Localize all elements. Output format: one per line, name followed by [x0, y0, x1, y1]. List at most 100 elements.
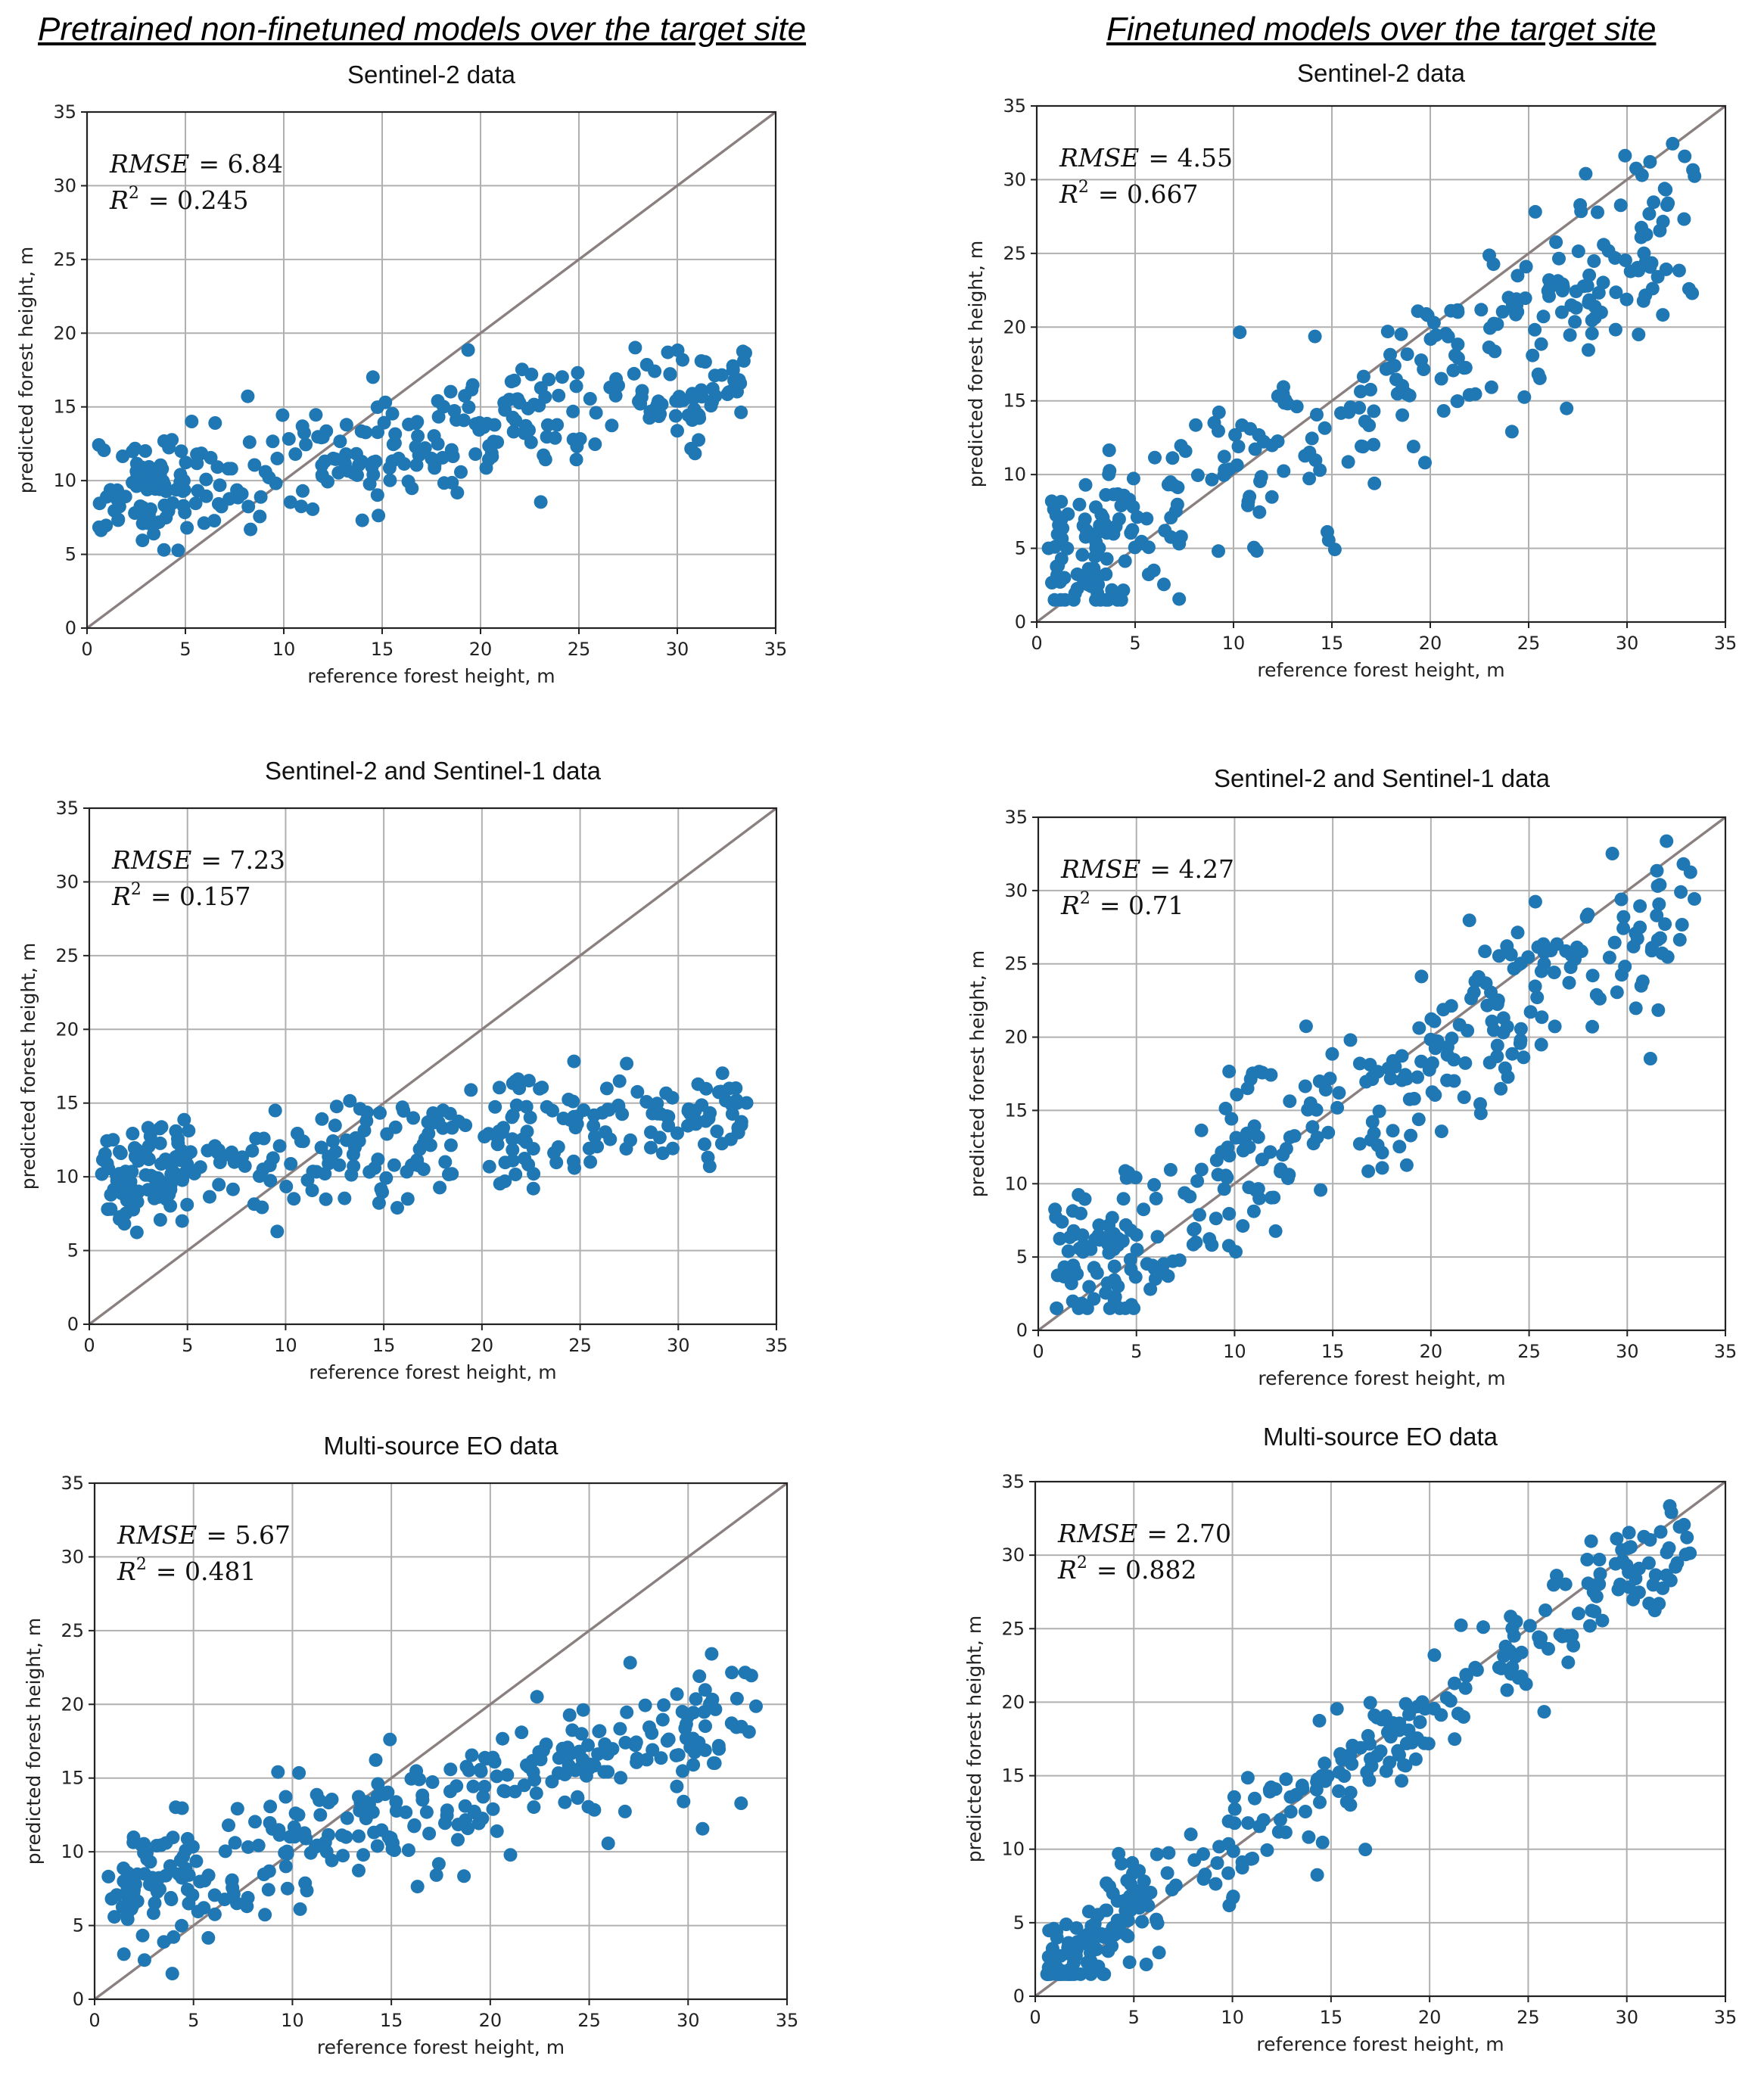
data-point [1448, 348, 1462, 362]
data-point [613, 1722, 627, 1736]
data-point [1552, 251, 1566, 266]
data-point [739, 346, 752, 360]
data-point [180, 1198, 194, 1212]
data-point [230, 1802, 244, 1816]
data-point [1330, 1702, 1344, 1716]
data-point [1055, 1215, 1069, 1229]
data-point [618, 1804, 632, 1818]
data-point [515, 362, 529, 377]
data-point [1212, 405, 1226, 419]
data-point [1222, 1207, 1237, 1221]
data-point [1143, 1282, 1158, 1296]
data-point [577, 1103, 591, 1118]
data-point [1217, 1182, 1231, 1196]
data-point [146, 1906, 160, 1921]
data-point [1663, 1499, 1677, 1513]
data-point [314, 1140, 328, 1155]
data-point [271, 1765, 285, 1779]
data-point [657, 1698, 671, 1712]
data-point [1107, 1921, 1122, 1936]
y-tick-label: 20 [1001, 1691, 1025, 1712]
data-point [1233, 325, 1247, 340]
data-point [339, 1830, 353, 1844]
data-point [120, 1912, 135, 1927]
data-point [468, 447, 483, 462]
data-point [1441, 329, 1455, 344]
data-point [411, 429, 425, 443]
data-point [1374, 1744, 1388, 1759]
data-point [1141, 540, 1156, 555]
data-point [1418, 456, 1432, 470]
data-point [101, 1869, 116, 1883]
data-point [300, 1883, 314, 1898]
data-point [1500, 939, 1514, 953]
r2-annotation: R2 = 0.667 [1059, 178, 1198, 209]
data-point [388, 1120, 403, 1134]
data-point [1082, 1280, 1097, 1294]
data-point [661, 345, 675, 359]
data-point [1148, 450, 1162, 465]
data-point [1122, 1955, 1137, 1970]
data-point [275, 408, 290, 422]
data-point [313, 1808, 328, 1822]
data-point [1530, 991, 1545, 1005]
data-point [1122, 1890, 1137, 1904]
data-point [1062, 1244, 1075, 1258]
data-point [174, 444, 188, 459]
data-point [1678, 149, 1692, 163]
y-tick-label: 10 [61, 1841, 84, 1862]
data-point [461, 343, 475, 357]
data-point [1107, 1292, 1122, 1307]
data-point [1633, 899, 1647, 913]
right-column-heading: Finetuned models over the target site [1106, 11, 1657, 48]
r2-annotation: R2 = 0.882 [1057, 1554, 1196, 1585]
data-point [1106, 487, 1121, 502]
data-point [175, 1918, 188, 1933]
data-point [1571, 244, 1585, 259]
data-point [1468, 387, 1482, 401]
data-point [117, 1947, 131, 1961]
data-point [193, 1874, 207, 1889]
data-point [565, 1747, 578, 1760]
data-point [492, 1081, 506, 1095]
y-tick-label: 30 [1004, 880, 1028, 901]
data-point [1417, 1736, 1432, 1750]
data-point [1054, 552, 1069, 566]
data-point [1268, 1224, 1283, 1238]
data-point [1494, 1081, 1508, 1096]
data-point [493, 1177, 507, 1191]
y-tick-label: 35 [61, 1473, 84, 1494]
data-point [1193, 1208, 1206, 1222]
data-point [1215, 1145, 1229, 1159]
data-point [1189, 418, 1203, 432]
data-point [352, 458, 366, 472]
data-point [1561, 1655, 1576, 1669]
data-point [1125, 1298, 1139, 1312]
data-point [1059, 1918, 1073, 1931]
chart-title: Sentinel-2 data [347, 61, 516, 89]
data-point [1415, 1695, 1430, 1709]
x-axis-label: reference forest height, m [1256, 2033, 1504, 2055]
data-point [1562, 975, 1576, 990]
data-point [1209, 1212, 1223, 1226]
data-point [177, 1112, 191, 1127]
data-point [1190, 468, 1205, 483]
data-point [292, 1765, 306, 1780]
data-point [412, 1142, 427, 1156]
data-point [300, 1173, 315, 1187]
data-point [1089, 535, 1103, 549]
data-point [1332, 1765, 1346, 1780]
data-point [1542, 281, 1557, 295]
data-point [1075, 548, 1090, 562]
x-tick-label: 0 [83, 1335, 95, 1356]
data-point [1130, 1243, 1144, 1257]
data-point [1688, 891, 1701, 906]
data-point [263, 1799, 278, 1814]
x-tick-label: 35 [764, 639, 788, 660]
data-point [222, 1818, 235, 1833]
data-point [1651, 1003, 1666, 1017]
data-point [389, 1804, 403, 1818]
data-point [515, 1725, 529, 1740]
data-point [1178, 1186, 1192, 1200]
data-point [1474, 303, 1489, 317]
